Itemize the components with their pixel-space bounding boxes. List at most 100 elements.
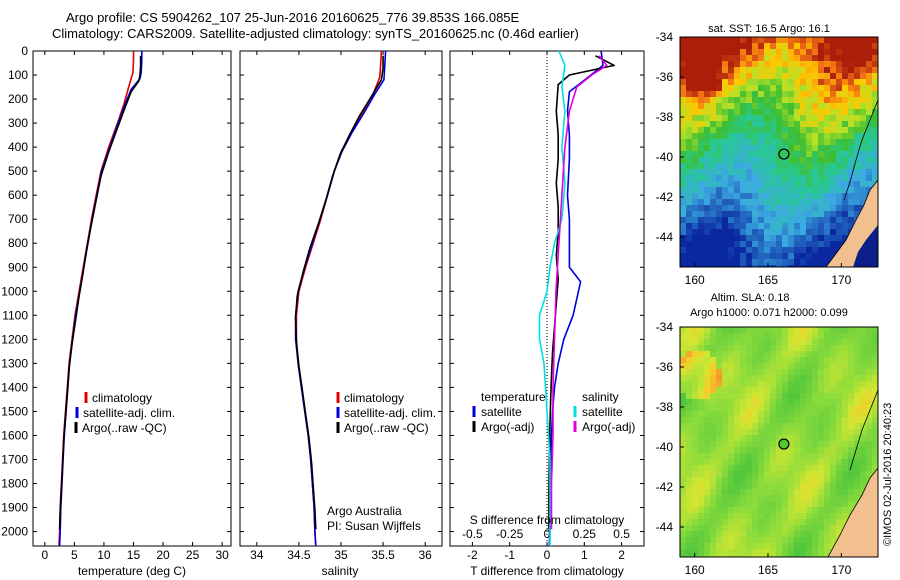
heatmap-cell	[770, 187, 776, 193]
heatmap-cell	[836, 49, 842, 55]
heatmap-cell	[764, 393, 770, 399]
heatmap-cell	[794, 369, 800, 375]
heatmap-cell	[734, 97, 740, 103]
heatmap-cell	[782, 121, 788, 127]
heatmap-cell	[764, 241, 770, 247]
heatmap-cell	[752, 121, 758, 127]
heatmap-cell	[680, 405, 686, 411]
heatmap-cell	[716, 43, 722, 49]
heatmap-cell	[740, 241, 746, 247]
heatmap-cell	[692, 411, 698, 417]
heatmap-cell	[782, 513, 788, 519]
heatmap-cell	[734, 549, 740, 555]
heatmap-cell	[848, 91, 854, 97]
heatmap-cell	[746, 525, 752, 531]
heatmap-cell	[722, 429, 728, 435]
heatmap-cell	[818, 465, 824, 471]
heatmap-cell	[704, 163, 710, 169]
heatmap-cell	[836, 61, 842, 67]
heatmap-cell	[794, 67, 800, 73]
heatmap-cell	[728, 229, 734, 235]
heatmap-cell	[722, 405, 728, 411]
heatmap-cell	[836, 489, 842, 495]
heatmap-cell	[866, 175, 872, 181]
heatmap-cell	[746, 229, 752, 235]
heatmap-cell	[836, 97, 842, 103]
heatmap-cell	[788, 339, 794, 345]
heatmap-cell	[752, 229, 758, 235]
heatmap-cell	[818, 423, 824, 429]
heatmap-cell	[782, 265, 788, 267]
heatmap-cell	[764, 259, 770, 265]
heatmap-cell	[734, 235, 740, 241]
salinity-x-label: salinity	[322, 564, 359, 578]
heatmap-cell	[710, 79, 716, 85]
depth-tick-label: 1300	[1, 356, 28, 370]
heatmap-cell	[728, 97, 734, 103]
heatmap-cell	[764, 345, 770, 351]
heatmap-cell	[698, 411, 704, 417]
heatmap-cell	[686, 459, 692, 465]
heatmap-cell	[842, 423, 848, 429]
heatmap-cell	[734, 121, 740, 127]
heatmap-cell	[800, 435, 806, 441]
heatmap-cell	[704, 387, 710, 393]
heatmap-cell	[848, 121, 854, 127]
heatmap-cell	[830, 109, 836, 115]
heatmap-cell	[824, 181, 830, 187]
heatmap-cell	[722, 351, 728, 357]
sst-land	[825, 99, 878, 267]
heatmap-cell	[800, 429, 806, 435]
heatmap-cell	[872, 393, 878, 399]
heatmap-cell	[722, 37, 728, 43]
heatmap-cell	[716, 393, 722, 399]
heatmap-cell	[680, 441, 686, 447]
heatmap-cell	[734, 387, 740, 393]
heatmap-cell	[746, 163, 752, 169]
heatmap-cell	[794, 211, 800, 217]
heatmap-cell	[848, 405, 854, 411]
heatmap-cell	[872, 375, 878, 381]
heatmap-cell	[698, 363, 704, 369]
heatmap-cell	[698, 471, 704, 477]
heatmap-cell	[836, 73, 842, 79]
heatmap-cell	[776, 417, 782, 423]
heatmap-cell	[842, 429, 848, 435]
heatmap-cell	[692, 49, 698, 55]
heatmap-cell	[806, 97, 812, 103]
heatmap-cell	[872, 417, 878, 423]
heatmap-cell	[692, 223, 698, 229]
heatmap-cell	[758, 405, 764, 411]
heatmap-cell	[776, 465, 782, 471]
heatmap-cell	[686, 333, 692, 339]
imos-credit: ©IMOS 02-Jul-2016 20:40:23	[882, 403, 894, 546]
heatmap-cell	[872, 97, 878, 103]
series-line-satellite-adj-clim-	[58, 51, 143, 547]
heatmap-cell	[830, 139, 836, 145]
heatmap-cell	[698, 345, 704, 351]
heatmap-cell	[770, 441, 776, 447]
heatmap-cell	[710, 513, 716, 519]
heatmap-cell	[710, 85, 716, 91]
heatmap-cell	[692, 429, 698, 435]
heatmap-cell	[728, 73, 734, 79]
heatmap-cell	[692, 435, 698, 441]
heatmap-cell	[734, 217, 740, 223]
heatmap-cell	[692, 187, 698, 193]
heatmap-cell	[686, 193, 692, 199]
heatmap-cell	[812, 477, 818, 483]
heatmap-cell	[812, 181, 818, 187]
heatmap-cell	[692, 327, 698, 333]
heatmap-cell	[686, 139, 692, 145]
heatmap-cell	[746, 43, 752, 49]
heatmap-cell	[734, 411, 740, 417]
heatmap-cell	[698, 67, 704, 73]
heatmap-cell	[722, 127, 728, 133]
heatmap-cell	[782, 447, 788, 453]
heatmap-cell	[824, 399, 830, 405]
heatmap-cell	[842, 217, 848, 223]
heatmap-cell	[692, 537, 698, 543]
heatmap-cell	[800, 507, 806, 513]
heatmap-cell	[854, 205, 860, 211]
heatmap-cell	[776, 139, 782, 145]
